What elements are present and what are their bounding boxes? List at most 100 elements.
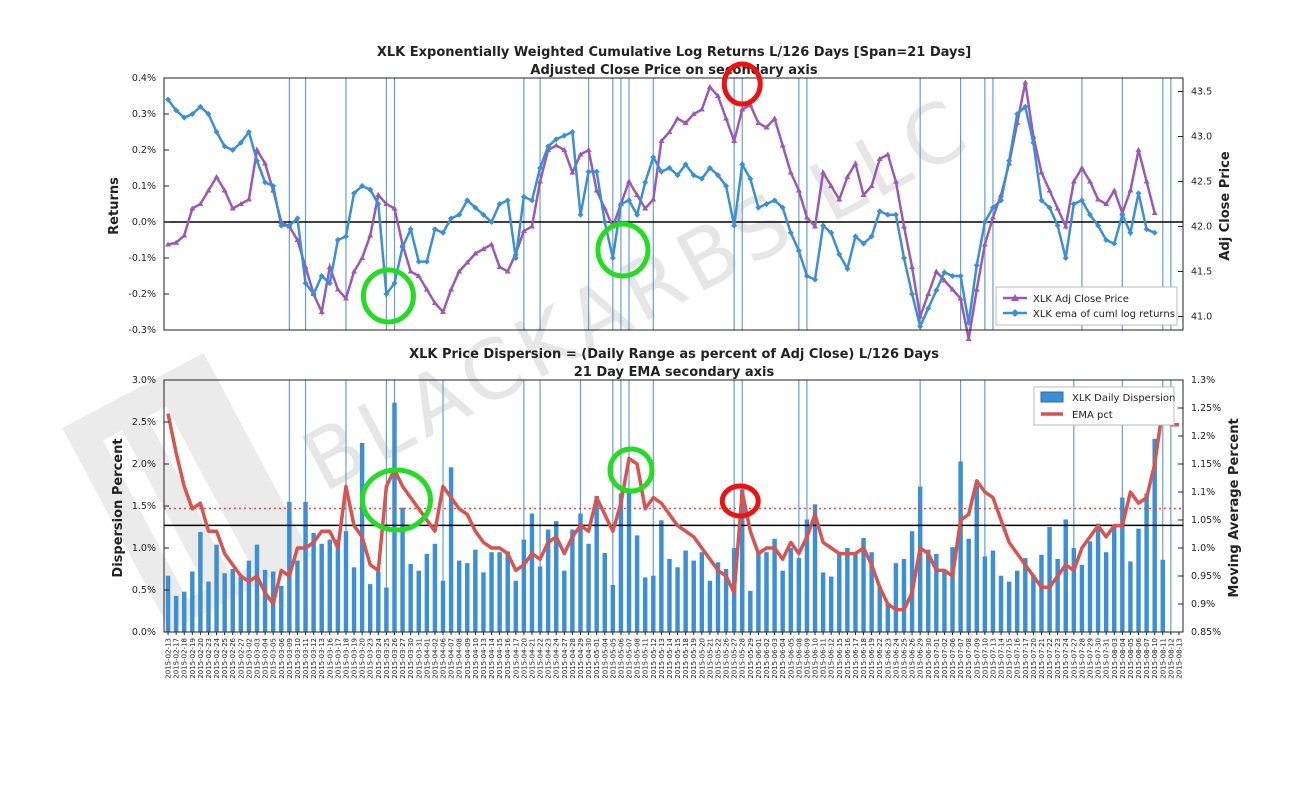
dispersion-bar — [384, 587, 389, 632]
bottom-x-tick-label: 2015-06-12 — [828, 638, 836, 679]
price-point — [504, 268, 511, 274]
price-point — [658, 138, 665, 143]
ema-returns-point — [302, 280, 309, 287]
bottom-x-axis: 2015-02-13 2015-02-17 2015-02-18 2015-02-19… — [165, 632, 1183, 679]
bottom-legend-label-ema: EMA pct — [1072, 410, 1113, 421]
dispersion-bar — [1023, 558, 1028, 632]
ema-returns-point — [440, 229, 447, 236]
bottom-y2-tick-label: 0.85% — [1191, 627, 1221, 638]
price-point — [787, 169, 794, 175]
ema-returns-point — [561, 132, 568, 139]
ema-returns-point — [189, 111, 196, 117]
price-point — [456, 268, 463, 274]
bottom-y2-tick-label: 1.05% — [1191, 515, 1221, 526]
bottom-x-tick-label: 2015-04-15 — [496, 638, 504, 679]
dispersion-bar — [1055, 558, 1060, 632]
bottom-x-tick-label: 2015-04-27 — [561, 638, 569, 679]
bottom-x-tick-label: 2015-03-23 — [367, 638, 375, 679]
bottom-x-tick-label: 2015-03-26 — [391, 637, 399, 678]
dispersion-bar — [1160, 559, 1166, 632]
dispersion-bar — [926, 549, 931, 632]
dispersion-bar — [837, 553, 842, 632]
price-point — [812, 223, 819, 229]
bottom-x-tick-label: 2015-06-09 — [803, 638, 811, 679]
bottom-y-tick-label: 2.5% — [132, 417, 156, 428]
ema-returns-point — [391, 280, 398, 287]
price-point — [1038, 169, 1045, 175]
price-point — [318, 309, 325, 314]
bottom-y2-axis: 1.3% 1.25% 1.2% 1.15% 1.1% 1.05% 1.0% 0.95% 0.9%… — [1178, 375, 1221, 638]
bottom-y-tick-label: 1.5% — [132, 501, 156, 512]
price-point — [375, 192, 382, 197]
ema-returns-point — [431, 226, 438, 233]
bottom-x-tick-label: 2015-03-25 — [383, 638, 391, 679]
dispersion-bar — [173, 595, 179, 632]
price-point — [1022, 79, 1029, 85]
bottom-x-tick-label: 2015-06-03 — [771, 638, 779, 679]
price-point — [237, 201, 244, 206]
dispersion-bar — [699, 552, 705, 632]
price-point — [245, 196, 252, 202]
ema-returns-point — [181, 114, 188, 121]
price-point — [528, 223, 535, 229]
price-point — [965, 336, 972, 341]
diamond-marker-icon — [1011, 309, 1019, 317]
top-y-tick-label: 0.3% — [132, 109, 156, 120]
ema-returns-point — [399, 244, 406, 251]
top-y2-tick-label: 43.0 — [1191, 132, 1212, 143]
price-point — [262, 160, 269, 166]
ema-returns-point — [917, 323, 924, 330]
dispersion-bar — [845, 548, 850, 632]
bottom-x-tick-label: 2015-06-08 — [795, 638, 803, 679]
price-point — [674, 115, 681, 121]
price-point — [561, 147, 568, 152]
dispersion-bar — [254, 544, 260, 632]
dispersion-bar — [416, 570, 421, 632]
price-point — [957, 295, 964, 301]
bottom-x-tick-label: 2015-04-06 — [440, 637, 448, 678]
dispersion-bar — [165, 575, 171, 632]
bottom-y-axis-label: Dispersion Percent — [111, 438, 126, 577]
price-point — [537, 178, 544, 184]
price-point — [229, 205, 236, 211]
dispersion-bar — [327, 539, 333, 632]
price-point — [189, 205, 196, 211]
bottom-y2-axis-label: Moving Average Percent — [1227, 418, 1242, 597]
dispersion-bar — [756, 550, 761, 632]
dispersion-bar — [497, 552, 502, 632]
bottom-x-tick-label: 2015-03-04 — [262, 637, 270, 678]
dispersion-bar — [618, 493, 624, 632]
ema-returns-point — [860, 240, 867, 247]
dispersion-bar — [505, 551, 510, 632]
bottom-x-tick-label: 2015-08-12 — [1167, 638, 1175, 679]
price-point — [973, 286, 980, 292]
bottom-x-tick-label: 2015-03-11 — [302, 638, 310, 679]
ema-pct-line — [166, 406, 1179, 612]
ema-returns-point — [658, 168, 665, 175]
dispersion-bar — [780, 570, 785, 632]
bottom-x-tick-label: 2015-04-09 — [464, 638, 472, 679]
ema-returns-point — [957, 273, 964, 279]
price-point — [723, 115, 730, 121]
bottom-x-tick-label: 2015-08-05 — [1127, 638, 1135, 679]
green-highlight-circle — [607, 446, 655, 494]
top-legend-label-ema: XLK ema of cuml log returns — [1033, 309, 1175, 320]
ema-returns-point — [868, 233, 875, 240]
bottom-x-tick-label: 2015-07-08 — [965, 638, 973, 679]
bottom-x-tick-label: 2015-07-09 — [973, 638, 981, 679]
top-y-tick-label: 0.0% — [132, 217, 156, 228]
bottom-x-tick-label: 2015-07-23 — [1054, 638, 1062, 679]
price-point — [868, 183, 875, 188]
price-point — [1127, 187, 1134, 193]
bottom-x-tick-label: 2015-08-03 — [1111, 638, 1119, 679]
ema-returns-point — [569, 129, 576, 135]
bottom-y-tick-label: 0.5% — [132, 585, 156, 596]
bottom-x-tick-label: 2015-03-24 — [375, 637, 383, 678]
price-point — [359, 255, 366, 260]
price-point — [1046, 187, 1053, 193]
bottom-x-tick-label: 2015-04-20 — [520, 638, 528, 679]
bottom-x-tick-label: 2015-04-08 — [456, 638, 464, 679]
ema-returns-point — [965, 319, 972, 326]
dispersion-bar — [642, 577, 648, 632]
price-point — [909, 264, 916, 269]
